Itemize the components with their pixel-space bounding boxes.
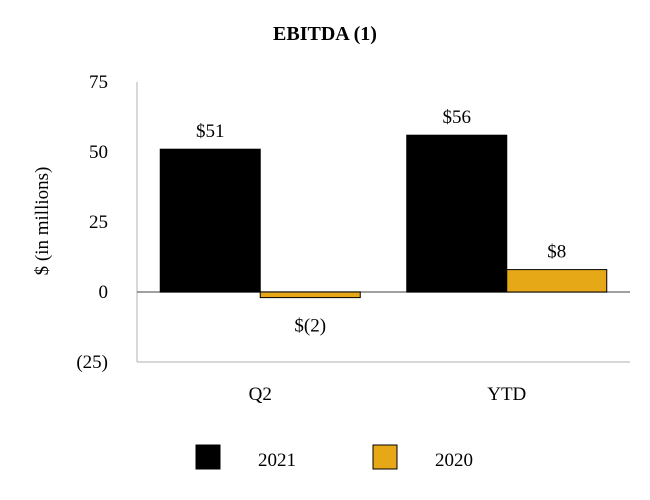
x-axis-categories: Q2 YTD xyxy=(249,384,527,405)
data-labels: $51 $(2) $56 $8 xyxy=(196,107,566,336)
data-label: $51 xyxy=(196,121,225,142)
legend-swatch-2020 xyxy=(372,444,398,470)
y-tick-label: 0 xyxy=(99,282,109,303)
x-category-label: Q2 xyxy=(249,384,272,405)
legend: 2021 2020 xyxy=(195,444,473,471)
bar-2021-YTD xyxy=(406,134,508,293)
bar-2020-Q2 xyxy=(259,291,361,299)
bar-2020-YTD xyxy=(506,269,608,293)
y-tick-label: 50 xyxy=(89,142,108,163)
data-label: $56 xyxy=(443,107,472,128)
data-label: $8 xyxy=(547,242,566,263)
y-axis-ticks: 75 50 25 0 (25) xyxy=(76,72,108,373)
bars xyxy=(159,134,608,299)
legend-label: 2021 xyxy=(258,450,296,471)
y-tick-label: 25 xyxy=(89,212,108,233)
x-category-label: YTD xyxy=(487,384,526,405)
chart-title: EBITDA (1) xyxy=(273,23,377,45)
legend-label: 2020 xyxy=(435,450,473,471)
bar-2021-Q2 xyxy=(159,148,261,293)
y-tick-label: 75 xyxy=(89,72,108,93)
data-label: $(2) xyxy=(294,316,326,337)
legend-swatch-2021 xyxy=(195,444,221,470)
y-axis-label: $ (in millions) xyxy=(32,167,53,276)
y-tick-label: (25) xyxy=(76,352,108,373)
